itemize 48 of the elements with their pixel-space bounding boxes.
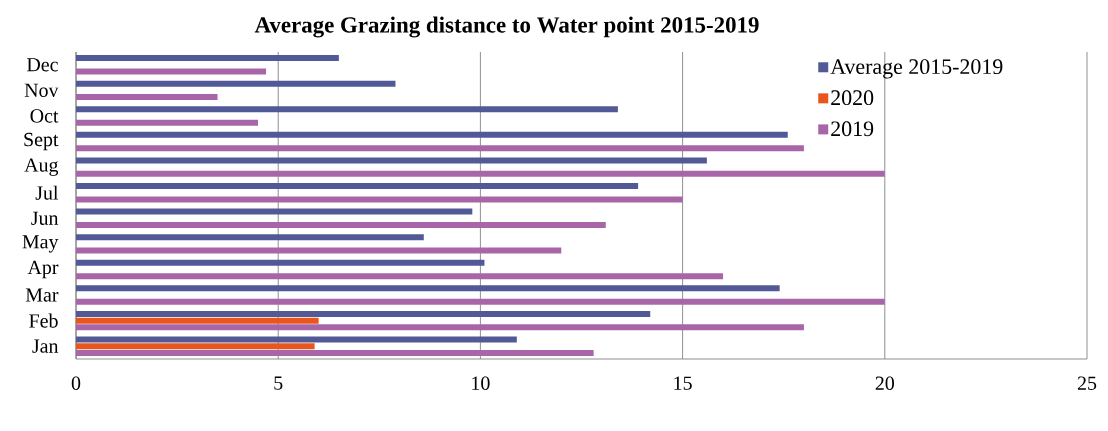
y-tick-label: Jul <box>35 185 59 200</box>
x-tick-label: 10 <box>472 376 490 390</box>
y-tick-label: Aug <box>24 158 59 176</box>
y-tick-label: Sept <box>24 132 59 151</box>
bar <box>76 131 788 138</box>
bar <box>76 183 639 189</box>
bar <box>76 349 594 356</box>
bar <box>76 343 315 350</box>
bar <box>76 234 424 241</box>
y-tick-label: May <box>22 235 59 253</box>
bar <box>76 310 651 317</box>
x-tick-label: 20 <box>875 376 895 390</box>
bar <box>76 259 485 266</box>
bar <box>76 157 707 164</box>
bar <box>76 196 683 203</box>
legend-label: 2020 <box>831 90 874 106</box>
bar <box>76 106 618 113</box>
bar <box>76 145 804 152</box>
bar <box>76 170 885 177</box>
bar <box>76 273 724 280</box>
bar <box>76 317 319 324</box>
bar <box>76 247 562 254</box>
legend-label: Average 2015-2019 <box>830 59 1003 79</box>
y-tick-label: Dec <box>26 58 58 72</box>
y-tick-label: Mar <box>25 288 59 302</box>
x-tick-label: 15 <box>674 376 692 390</box>
bar <box>76 324 804 331</box>
y-tick-label: Nov <box>24 83 59 97</box>
bar <box>76 298 885 305</box>
bar <box>76 119 258 126</box>
bar <box>76 221 606 228</box>
y-tick-label: Jun <box>31 211 59 225</box>
x-tick-label: 5 <box>274 376 283 390</box>
bar <box>76 285 780 292</box>
y-tick-label: Apr <box>27 260 59 279</box>
bar <box>76 208 473 215</box>
x-tick-label: 25 <box>1077 376 1097 390</box>
bar <box>76 336 517 343</box>
y-tick-label: Feb <box>29 313 58 328</box>
chart-title: Average Grazing distance to Water point 2015-2019 <box>254 16 759 38</box>
y-tick-label: Jan <box>32 339 59 353</box>
legend-label: 2019 <box>831 121 874 137</box>
x-tick-label: 0 <box>71 376 81 390</box>
bar <box>76 80 396 87</box>
bar <box>76 94 218 101</box>
y-tick-label: Oct <box>30 109 59 123</box>
bar <box>76 68 267 75</box>
bar <box>76 55 339 62</box>
